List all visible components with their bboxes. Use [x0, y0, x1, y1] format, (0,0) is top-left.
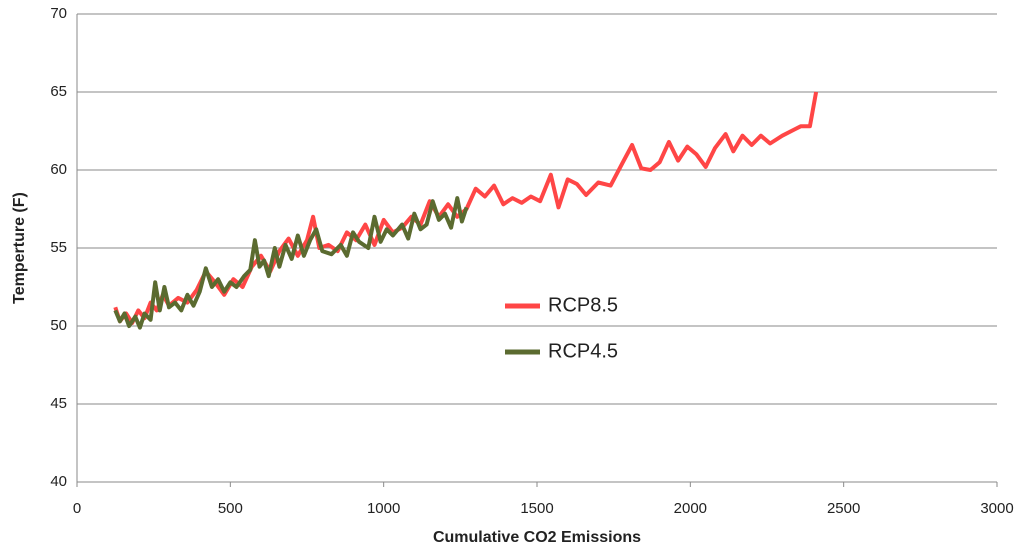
x-tick-label: 0 — [73, 500, 81, 517]
x-tick-label: 1000 — [367, 500, 400, 517]
x-tick-label: 3000 — [980, 500, 1013, 517]
y-tick-label: 60 — [50, 161, 67, 178]
y-tick-label: 50 — [50, 317, 67, 334]
x-axis-title: Cumulative CO2 Emissions — [433, 529, 641, 546]
legend-text: RCP8.5 — [548, 294, 618, 316]
x-tick-label: 500 — [218, 500, 243, 517]
series-line — [113, 196, 469, 330]
x-tick-label: 2500 — [827, 500, 860, 517]
y-tick-label: 55 — [50, 239, 67, 256]
y-tick-label: 70 — [50, 5, 67, 22]
y-tick-label: 40 — [50, 473, 67, 490]
y-tick-label: 65 — [50, 83, 67, 100]
x-tick-label: 2000 — [674, 500, 707, 517]
x-tick-label: 1500 — [520, 500, 553, 517]
legend-text: RCP4.5 — [548, 340, 618, 362]
y-axis-title: Temperture (F) — [11, 192, 28, 304]
y-tick-label: 45 — [50, 395, 67, 412]
